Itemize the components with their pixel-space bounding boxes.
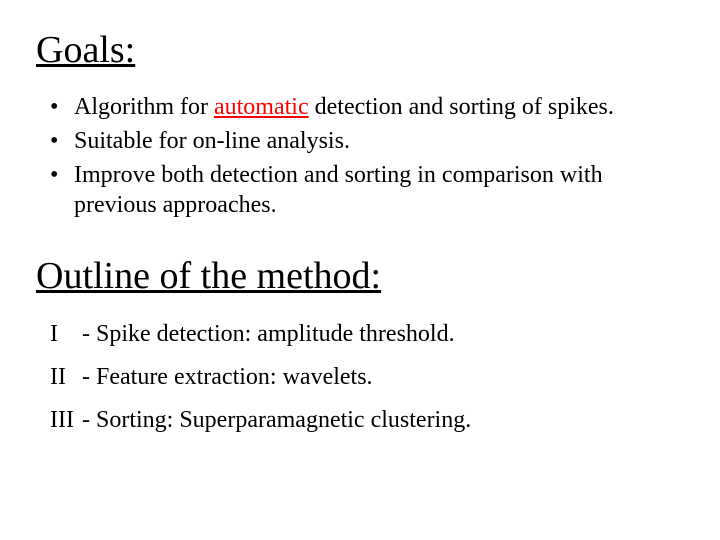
bullet-text: Suitable for on-line analysis.: [74, 128, 350, 154]
slide-content: Goals: Algorithm for automatic detection…: [0, 0, 720, 434]
step-text: - Spike detection: amplitude threshold.: [76, 321, 455, 347]
goals-heading: Goals:: [36, 28, 684, 72]
step-item: I - Spike detection: amplitude threshold…: [50, 320, 684, 349]
outline-steps: I - Spike detection: amplitude threshold…: [50, 320, 684, 434]
list-item: Algorithm for automatic detection and so…: [50, 92, 684, 122]
bullet-text-post: detection and sorting of spikes.: [309, 94, 614, 120]
list-item: Improve both detection and sorting in co…: [50, 160, 684, 220]
goals-list: Algorithm for automatic detection and so…: [50, 92, 684, 220]
step-item: III - Sorting: Superparamagnetic cluster…: [50, 406, 684, 435]
step-roman: III: [50, 406, 76, 435]
outline-heading: Outline of the method:: [36, 254, 684, 298]
list-item: Suitable for on-line analysis.: [50, 126, 684, 156]
step-roman: II: [50, 363, 76, 392]
step-text: - Feature extraction: wavelets.: [76, 364, 373, 390]
step-roman: I: [50, 320, 76, 349]
bullet-text-highlight: automatic: [214, 94, 309, 120]
bullet-text-pre: Algorithm for: [74, 94, 214, 120]
step-text: - Sorting: Superparamagnetic clustering.: [76, 407, 471, 433]
bullet-text: Improve both detection and sorting in co…: [74, 162, 603, 218]
step-item: II - Feature extraction: wavelets.: [50, 363, 684, 392]
